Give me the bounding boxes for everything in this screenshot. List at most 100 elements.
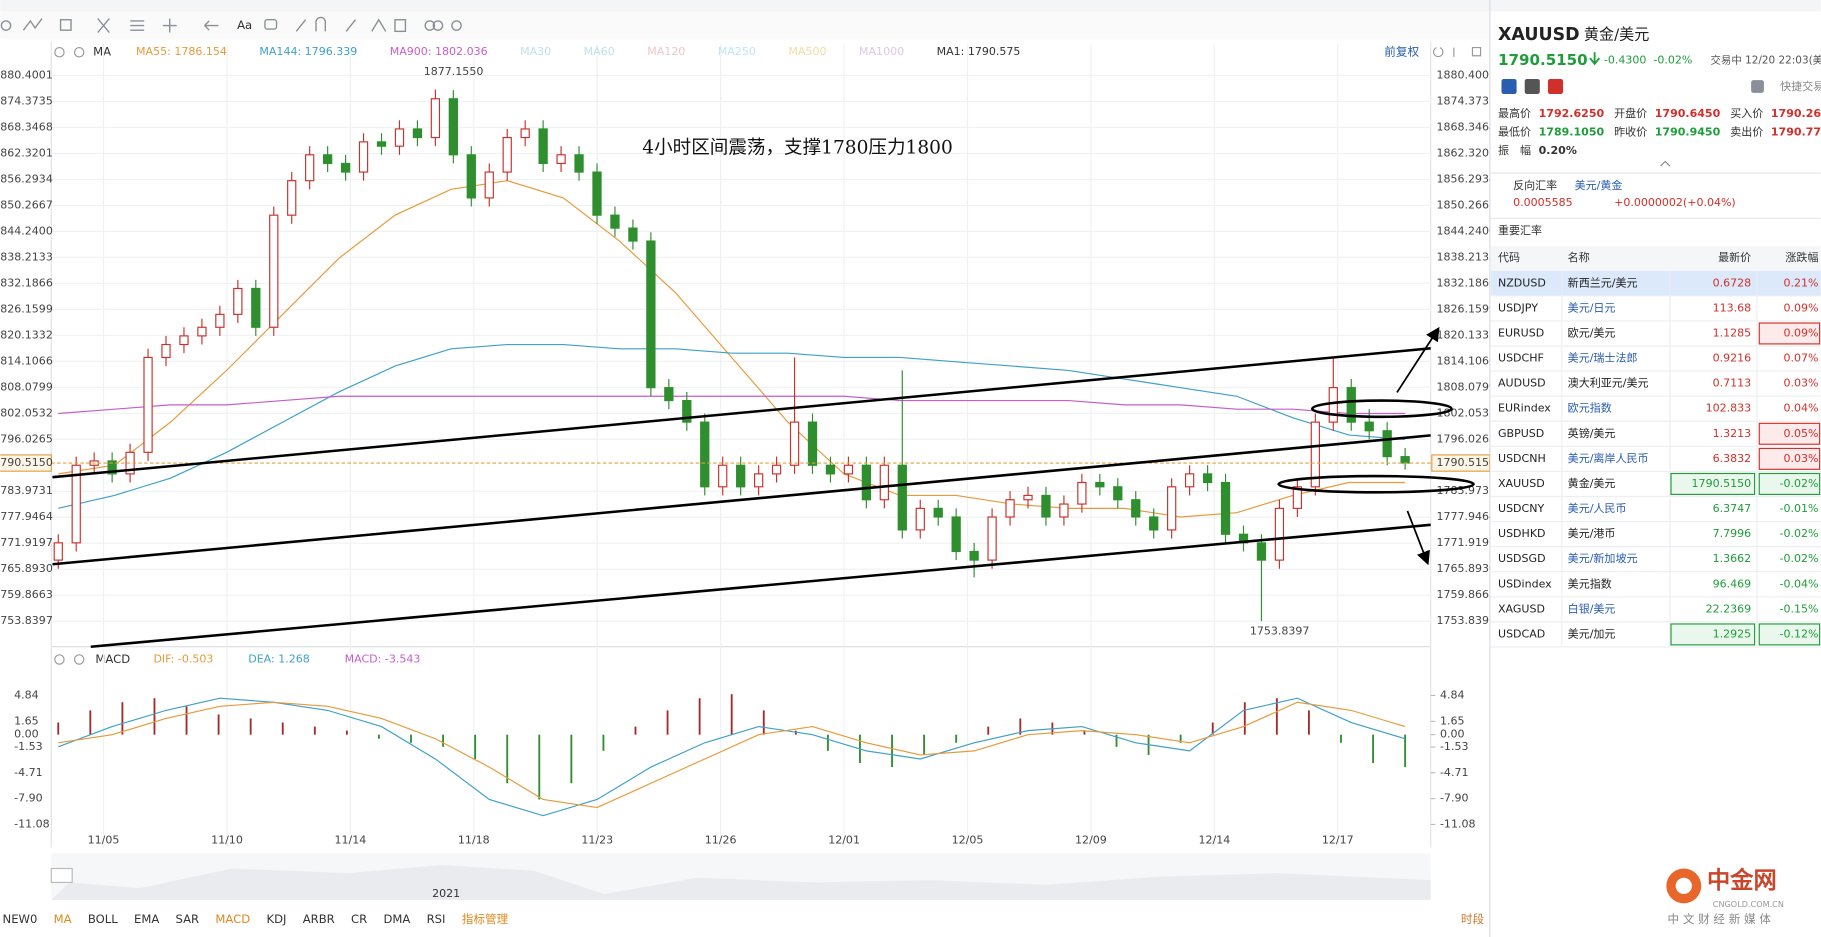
candle-body	[789, 421, 800, 466]
macd-legend: MACD: -3.543	[345, 652, 421, 665]
period-button[interactable]: 时段	[1461, 912, 1485, 926]
y-tick-label: 1844.2400	[0, 224, 53, 237]
indicator-tab[interactable]: BOLL	[88, 912, 118, 926]
y-tick-label: 1783.9731	[0, 484, 53, 497]
extreme-label: 1877.1550	[424, 65, 484, 78]
y-tick-label: 1838.2133	[0, 250, 53, 263]
candle-body	[161, 343, 171, 359]
indicator-tab[interactable]: KDJ	[266, 912, 286, 926]
ma-line	[58, 180, 1406, 518]
indicator-tab[interactable]: CR	[351, 912, 367, 926]
y-tick-label: 1759.8663	[0, 588, 53, 601]
x-tick-label: 11/18	[458, 834, 490, 847]
x-tick-label: 12/09	[1075, 834, 1107, 847]
candle-body	[1256, 542, 1267, 561]
candle-body	[1400, 456, 1410, 464]
price-box	[1670, 472, 1756, 495]
quote-icon[interactable]	[1547, 78, 1564, 95]
y-tick-label: 1814.1066	[0, 354, 53, 367]
table-header: 代码	[1498, 251, 1520, 264]
table-cell[interactable]: USDHKD	[1498, 527, 1546, 540]
indicator-tab[interactable]: SAR	[176, 912, 200, 926]
table-cell[interactable]: XAUUSD	[1498, 477, 1545, 490]
reverse-pair[interactable]: 美元/黄金	[1575, 178, 1623, 192]
quote-status: 交易中 12/20 22:03(美	[1710, 53, 1821, 66]
candle-body	[376, 141, 387, 147]
table-cell[interactable]: USDSGD	[1498, 552, 1546, 565]
indicator-tab[interactable]: MA	[54, 912, 72, 926]
y-tick-label: 1820.1332	[0, 328, 53, 341]
toolbar-icons	[0, 16, 462, 33]
table-cell[interactable]: USDCNY	[1498, 502, 1544, 515]
ma-legend: MA120	[647, 45, 685, 58]
macd-y-label-right: -4.71	[1440, 766, 1469, 779]
quote-icon[interactable]	[1524, 78, 1540, 95]
reverse-price: 0.0005585	[1513, 196, 1573, 209]
indicator-tab[interactable]: EMA	[134, 912, 159, 926]
table-cell: 7.7996	[1713, 527, 1752, 540]
table-cell[interactable]: NZDUSD	[1498, 276, 1546, 289]
table-cell[interactable]: USDJPY	[1498, 301, 1538, 314]
quote-icon[interactable]	[1501, 78, 1517, 95]
ma-indicator[interactable]: MA	[93, 45, 111, 59]
table-cell: 美元/瑞士法郎	[1568, 351, 1638, 365]
table-cell: 美元/日元	[1568, 301, 1616, 314]
macd-indicator[interactable]: MACD	[95, 652, 130, 666]
ma-legend: MA144: 1796.339	[259, 45, 357, 58]
table-cell[interactable]: USDCHF	[1498, 352, 1544, 365]
pane-icons	[54, 47, 1482, 665]
current-price-label: 1790.5150	[1436, 456, 1496, 469]
y-tick-label-right: 1820.1332	[1436, 328, 1496, 341]
indicator-tab[interactable]: MACD	[215, 912, 250, 926]
ma-legend: MA1: 1790.575	[937, 45, 1021, 58]
quick-trade[interactable]: 快捷交易	[1780, 79, 1821, 93]
y-tick-label-right: 1777.9464	[1436, 510, 1496, 523]
table-cell[interactable]: EURUSD	[1498, 326, 1544, 339]
indicator-tab[interactable]: RSI	[427, 912, 446, 926]
bell-icon[interactable]	[1751, 80, 1764, 93]
y-tick-label-right: 1856.2934	[1436, 172, 1496, 185]
indicator-tab[interactable]: DMA	[383, 912, 410, 926]
candle-body	[915, 507, 925, 531]
table-cell[interactable]: USDindex	[1498, 577, 1552, 590]
adjust-button[interactable]: 前复权	[1384, 45, 1419, 59]
stat-value: 1790.9450	[1655, 125, 1721, 138]
table-cell[interactable]: XAGUSD	[1498, 602, 1545, 615]
candle-body	[197, 326, 207, 337]
x-tick-label: 12/17	[1322, 834, 1354, 847]
y-tick-label-right: 1759.8663	[1436, 588, 1496, 601]
macd-y-label: -11.08	[14, 817, 50, 830]
y-tick-label-right: 1753.8397	[1436, 614, 1496, 627]
candle-body	[664, 387, 674, 402]
font-tool[interactable]: Aa	[237, 18, 252, 32]
stat-value: 1790.6450	[1655, 107, 1721, 120]
table-cell[interactable]: AUDUSD	[1498, 377, 1546, 390]
candle-body	[736, 464, 746, 488]
candle-body	[430, 98, 441, 139]
stat-value: 0.20%	[1539, 144, 1577, 157]
candle-body	[412, 128, 423, 139]
candle-body	[1059, 503, 1069, 518]
y-tick-label: 1826.1599	[0, 302, 53, 315]
timeline-handle[interactable]	[50, 867, 73, 884]
stat-value: 1790.770	[1771, 125, 1821, 138]
table-cell[interactable]: USDCAD	[1498, 627, 1545, 640]
y-tick-label-right: 1765.8930	[1436, 562, 1496, 575]
table-cell: 新西兰元/美元	[1568, 275, 1638, 289]
macd-y-label-right: -7.90	[1440, 792, 1469, 805]
x-tick-label: 11/14	[335, 834, 367, 847]
candle-body	[466, 154, 476, 199]
indicator-tab[interactable]: 指标管理	[462, 912, 509, 926]
candle-body	[1167, 486, 1177, 531]
indicator-tab[interactable]: ARBR	[303, 912, 335, 926]
table-cell: 美元指数	[1568, 576, 1612, 590]
collapse-caret[interactable]	[1660, 160, 1671, 167]
table-cell[interactable]: EURindex	[1498, 402, 1551, 415]
indicator-tab[interactable]: NEW0	[3, 912, 38, 926]
table-cell: 0.7113	[1713, 377, 1752, 390]
table-cell[interactable]: USDCNH	[1498, 452, 1546, 465]
candle-body	[969, 550, 979, 561]
candle-body	[1023, 494, 1033, 501]
macd-legend: DEA: 1.268	[248, 652, 310, 665]
table-cell[interactable]: GBPUSD	[1498, 427, 1544, 440]
